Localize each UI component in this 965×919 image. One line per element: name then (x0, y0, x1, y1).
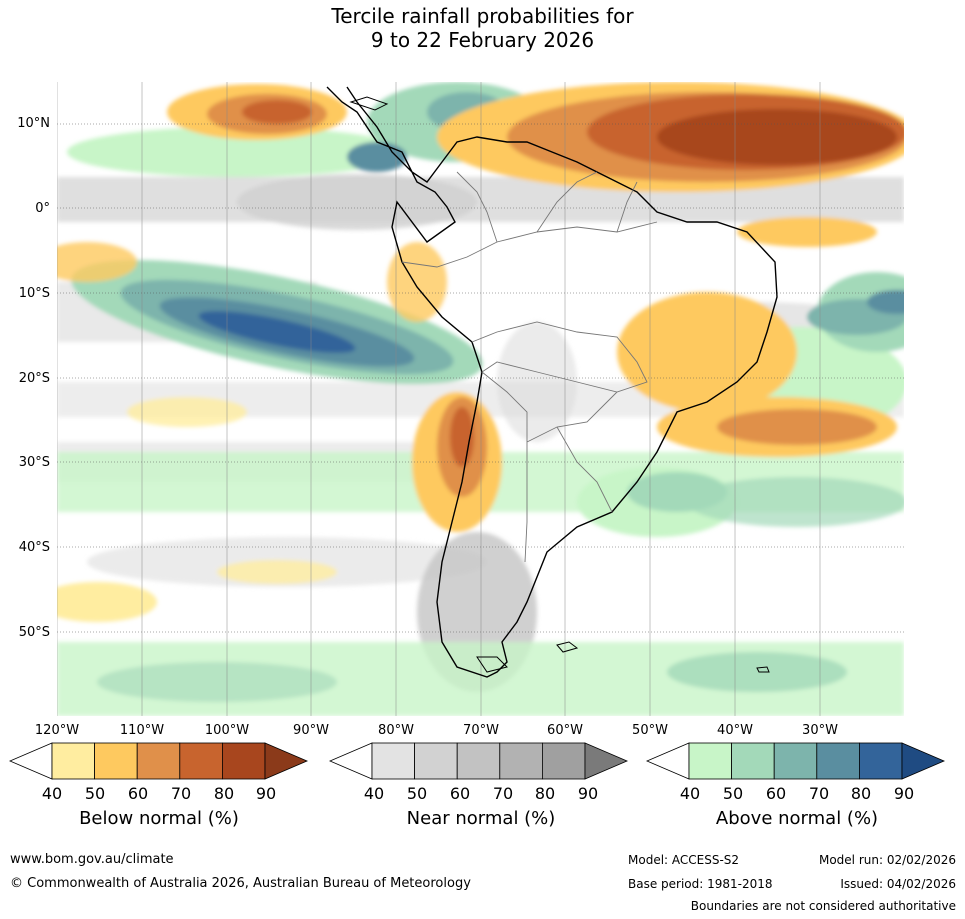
near-legend-high-arrow (584, 742, 629, 780)
legend-below-normal (8, 742, 310, 780)
near-tick-40: 40 (363, 784, 385, 803)
near-tick-50: 50 (406, 784, 428, 803)
above-tick-50: 50 (722, 784, 744, 803)
above-tick-90: 90 (893, 784, 915, 803)
lon-label-30w: 30°W (802, 723, 838, 738)
below-legend-swatch-1 (51, 742, 95, 780)
below-legend-swatch-3 (136, 742, 181, 780)
title-line-1: Tercile rainfall probabilities for (331, 4, 634, 28)
below-tick-50: 50 (84, 784, 106, 803)
islands (349, 96, 770, 673)
near-legend-swatch-3 (456, 742, 501, 780)
below-legend-high-arrow (264, 742, 309, 780)
legend-above-colorbar (645, 742, 946, 780)
map-canvas (57, 82, 904, 716)
legend-near-colorbar (328, 742, 629, 780)
below-legend-swatch-4 (179, 742, 223, 780)
above-legend-swatch-3 (773, 742, 818, 780)
above-tick-80: 80 (850, 784, 872, 803)
lon-label-90w: 90°W (293, 723, 329, 738)
lat-label-30s: 30°S (18, 455, 50, 470)
rainfall-map (57, 82, 904, 716)
lon-label-70w: 70°W (463, 723, 499, 738)
below-legend-swatch-2 (94, 742, 138, 780)
footer-url: www.bom.gov.au/climate (10, 852, 174, 867)
lat-label-10n: 10°N (17, 116, 50, 131)
legend-below-title: Below normal (%) (79, 808, 239, 829)
lon-label-80w: 80°W (378, 723, 414, 738)
lat-label-20s: 20°S (18, 371, 50, 386)
above-legend-swatch-2 (731, 742, 775, 780)
coastline-south-america (326, 86, 778, 678)
lon-label-110w: 110°W (119, 723, 165, 738)
legend-below-colorbar (8, 742, 309, 780)
legend-above-title: Above normal (%) (715, 808, 879, 829)
near-legend-low-arrow (328, 742, 373, 780)
near-legend-swatch-5 (541, 742, 586, 780)
lat-label-10s: 10°S (18, 286, 50, 301)
above-legend-swatch-5 (858, 742, 903, 780)
legend-near-normal (328, 742, 630, 780)
near-tick-60: 60 (449, 784, 471, 803)
above-legend-high-arrow (901, 742, 946, 780)
lon-label-120w: 120°W (34, 723, 80, 738)
map-title: Tercile rainfall probabilities for 9 to … (0, 4, 965, 52)
meridians (57, 82, 821, 716)
above-legend-low-arrow (645, 742, 690, 780)
near-tick-90: 90 (577, 784, 599, 803)
below-tick-70: 70 (170, 784, 192, 803)
near-legend-swatch-1 (371, 742, 415, 780)
above-legend-swatch-1 (688, 742, 732, 780)
title-line-2: 9 to 22 February 2026 (370, 28, 595, 52)
near-legend-swatch-4 (499, 742, 543, 780)
above-tick-70: 70 (808, 784, 830, 803)
footer-model: Model: ACCESS-S2 (628, 853, 740, 867)
near-tick-70: 70 (492, 784, 514, 803)
below-tick-90: 90 (255, 784, 277, 803)
legend-near-title: Near normal (%) (406, 808, 556, 829)
below-tick-40: 40 (41, 784, 63, 803)
lat-label-0: 0° (35, 201, 50, 216)
country-borders (401, 171, 658, 563)
footer-disclaimer: Boundaries are not considered authoritat… (690, 899, 956, 913)
lon-label-40w: 40°W (717, 723, 753, 738)
legend-above-normal (645, 742, 947, 780)
graticule (57, 123, 904, 633)
lon-label-50w: 50°W (632, 723, 668, 738)
below-legend-low-arrow (8, 742, 53, 780)
footer-base-period: Base period: 1981-2018 (628, 877, 773, 891)
above-legend-swatch-4 (816, 742, 860, 780)
lon-label-100w: 100°W (204, 723, 250, 738)
near-tick-80: 80 (534, 784, 556, 803)
footer-copyright: © Commonwealth of Australia 2026, Austra… (10, 876, 471, 891)
footer-issued: Issued: 04/02/2026 (840, 877, 956, 891)
near-legend-swatch-2 (414, 742, 458, 780)
lat-label-50s: 50°S (18, 625, 50, 640)
above-tick-40: 40 (679, 784, 701, 803)
above-tick-60: 60 (765, 784, 787, 803)
below-tick-80: 80 (213, 784, 235, 803)
footer-model-run: Model run: 02/02/2026 (818, 853, 956, 867)
below-legend-swatch-5 (221, 742, 266, 780)
lat-label-40s: 40°S (18, 540, 50, 555)
below-tick-60: 60 (127, 784, 149, 803)
lon-label-60w: 60°W (547, 723, 583, 738)
